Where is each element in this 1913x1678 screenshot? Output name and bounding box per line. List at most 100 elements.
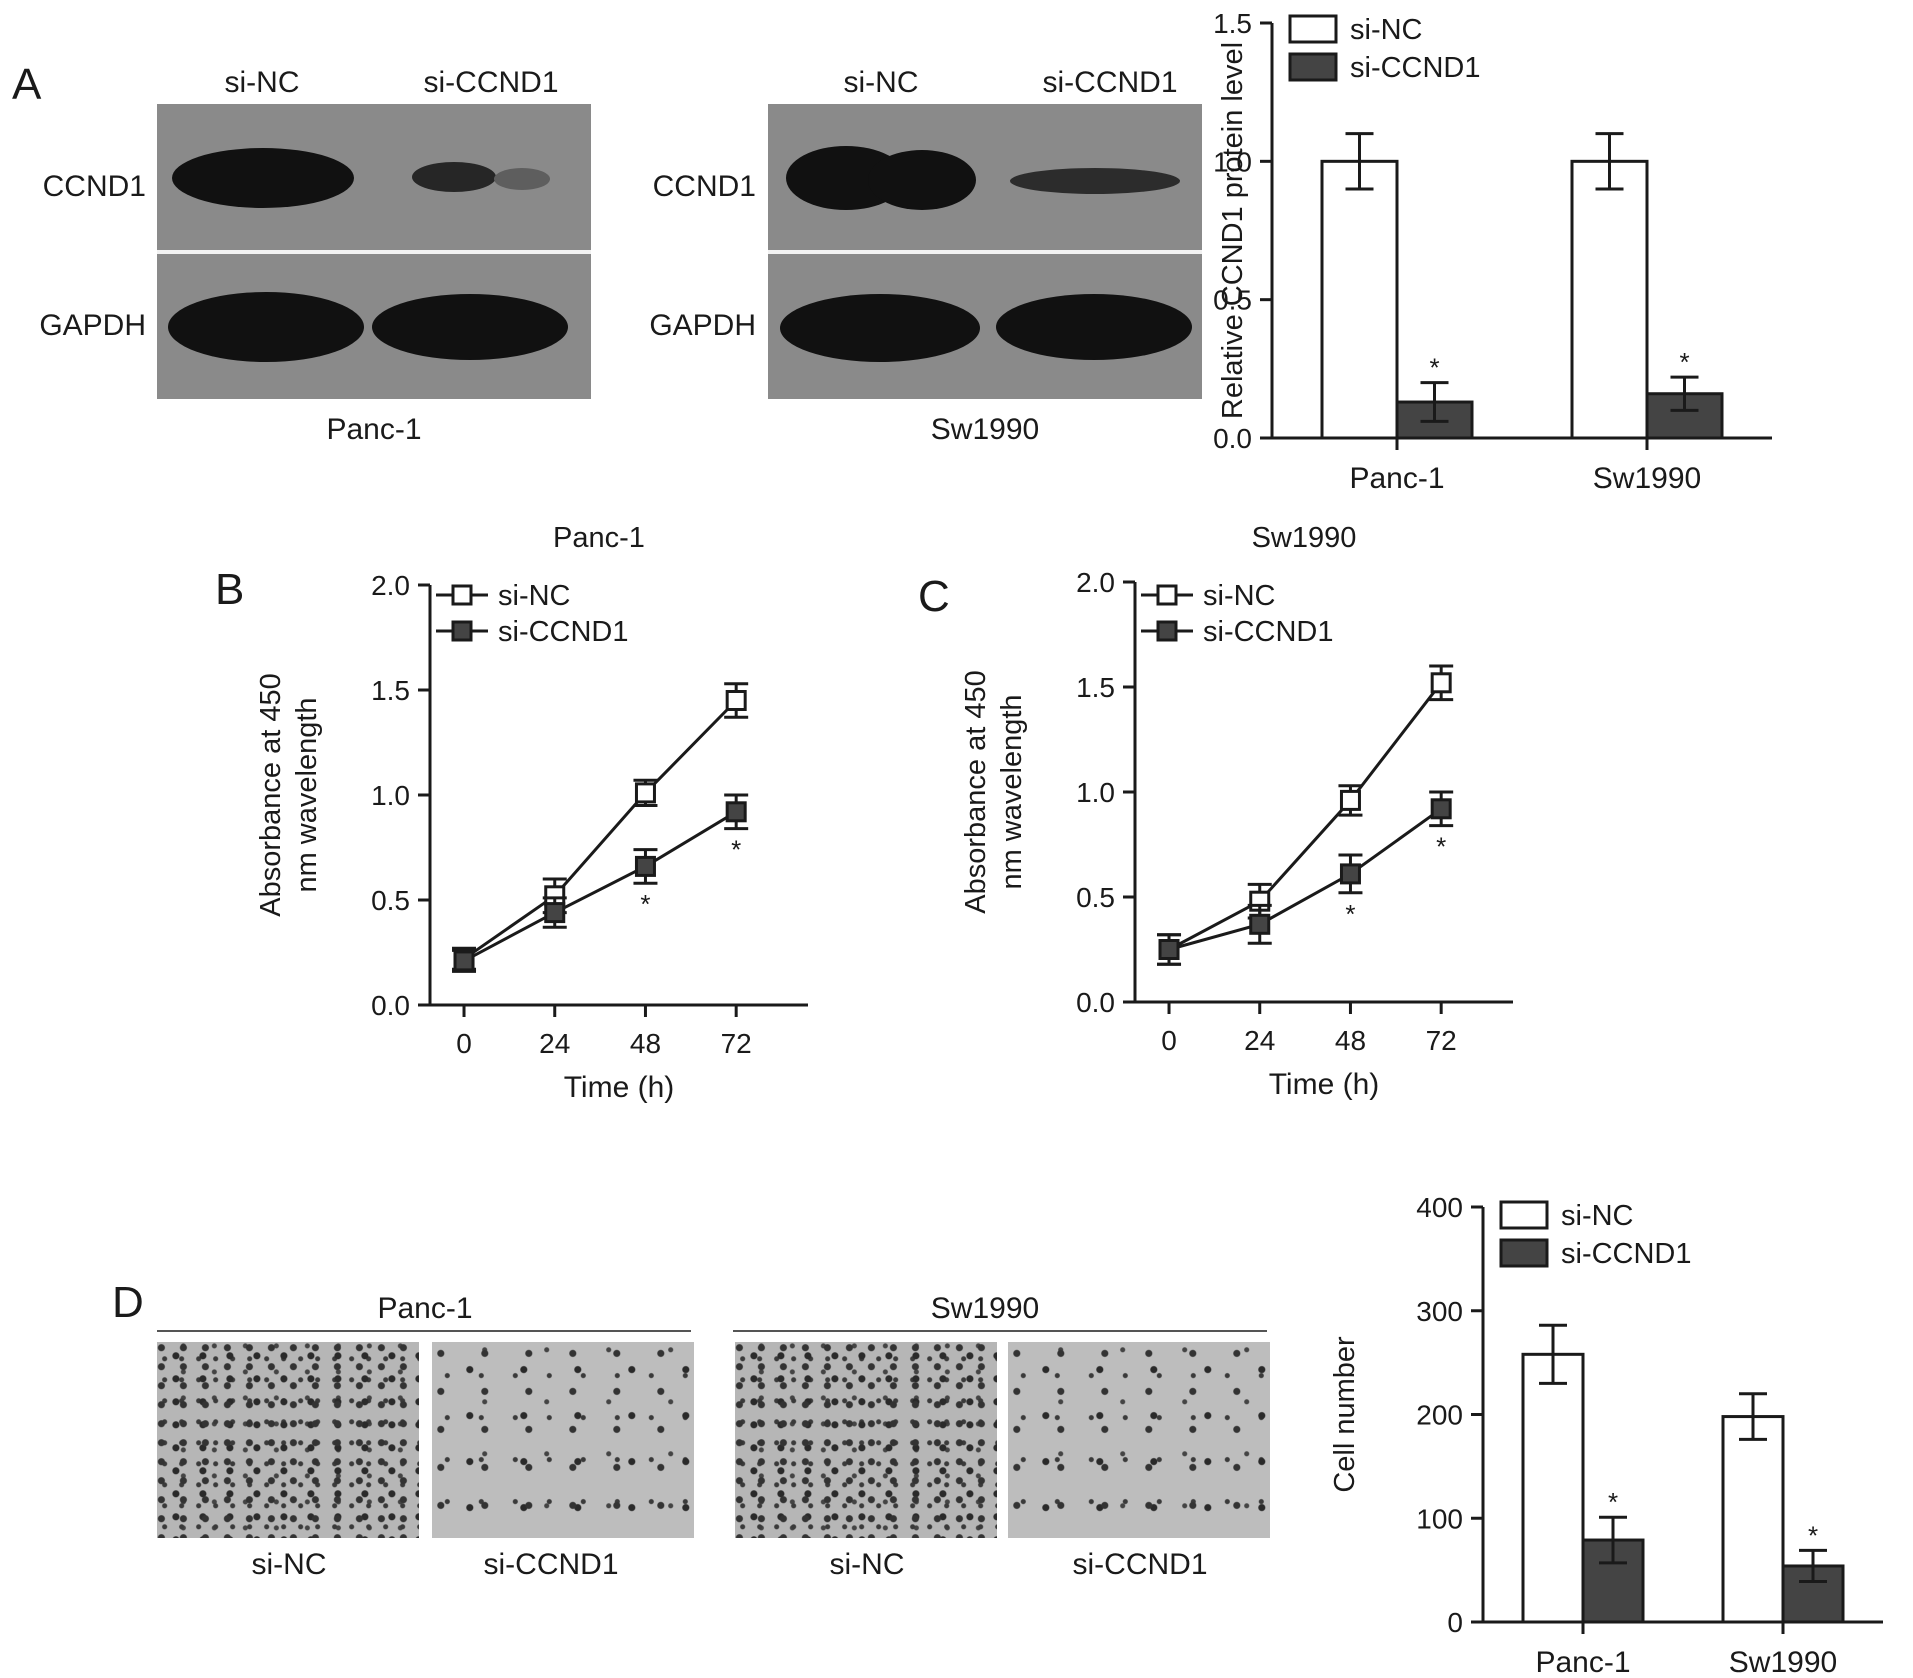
protein-significance-mark: * — [1429, 353, 1439, 383]
protein-legend-label-si-ccnd1: si-CCND1 — [1350, 52, 1481, 84]
absorbance-panc-y-tick-label: 0.5 — [371, 885, 410, 916]
protein-x-tick-label: Sw1990 — [1593, 462, 1701, 495]
transwell-title-panc: Panc-1 — [377, 1292, 473, 1325]
micrograph-label-sw-si-ccnd1: si-CCND1 — [1072, 1548, 1208, 1581]
absorbance-sw-point-si-ccnd1 — [1430, 798, 1452, 820]
protein-legend-label-si-nc: si-NC — [1350, 14, 1423, 46]
row-label-panc-gapdh: GAPDH — [39, 309, 146, 342]
band-sw-ccnd1-si-ccnd1 — [1010, 168, 1180, 194]
cells-legend-swatch-si-nc — [1499, 1200, 1549, 1230]
cells-x-tick-label: Panc-1 — [1535, 1646, 1630, 1678]
protein-significance-mark: * — [1679, 347, 1689, 377]
absorbance-sw-x-tick-label: 72 — [1426, 1025, 1457, 1056]
absorbance-panc-y-tick-label: 0.0 — [371, 990, 410, 1021]
chart-absorbance-sw: 0.0 0.5 1.0 1.5 2.0 0 24 48 72 Time (h) Absorbance… — [960, 522, 1513, 1101]
protein-bar-si-ccnd1 — [1645, 392, 1724, 440]
cells-y-tick-label: 100 — [1416, 1503, 1463, 1534]
absorbance-sw-x-axis-label: Time (h) — [1269, 1068, 1380, 1101]
absorbance-panc-title: Panc-1 — [553, 522, 645, 554]
blot-divider-sw — [768, 250, 1202, 254]
absorbance-panc-point-si-ccnd1 — [725, 801, 747, 823]
absorbance-sw-y-tick-label: 2.0 — [1076, 567, 1115, 598]
lane-label-sw-si-nc: si-NC — [843, 66, 919, 99]
panel-letter-a: A — [12, 60, 42, 109]
absorbance-sw-x-tick-label: 48 — [1335, 1025, 1366, 1056]
protein-y-axis-label: Relative CCND1 protein level — [1217, 42, 1249, 419]
row-label-sw-ccnd1: CCND1 — [652, 170, 756, 203]
panel-letter-c: C — [918, 572, 950, 621]
absorbance-sw-point-si-ccnd1 — [1249, 913, 1271, 935]
cells-bar-si-nc — [1721, 1415, 1785, 1624]
transwell-underline-panc — [157, 1330, 691, 1332]
micrograph-label-panc-si-ccnd1: si-CCND1 — [483, 1548, 619, 1581]
protein-bar-si-nc — [1320, 159, 1399, 440]
absorbance-panc-y-axis-label-line-2: nm wavelength — [291, 697, 323, 892]
cells-significance-mark: * — [1808, 1520, 1818, 1550]
cells-legend-swatch-si-ccnd1 — [1499, 1238, 1549, 1268]
cells-legend-label-si-nc: si-NC — [1561, 1200, 1634, 1232]
cells-y-tick-label: 200 — [1416, 1400, 1463, 1431]
band-sw-ccnd1-si-nc-b — [868, 150, 976, 210]
panel-letter-b: B — [215, 565, 245, 614]
absorbance-panc-x-tick-label: 48 — [630, 1028, 661, 1059]
absorbance-panc-point-si-ccnd1 — [453, 950, 475, 972]
absorbance-panc-point-si-nc — [725, 690, 747, 711]
cells-y-tick-label: 400 — [1416, 1192, 1463, 1223]
absorbance-sw-point-si-nc — [1430, 672, 1452, 694]
absorbance-sw-legend-label-si-nc: si-NC — [1203, 580, 1276, 612]
absorbance-panc-x-axis-label: Time (h) — [564, 1071, 675, 1104]
protein-legend-swatch-si-nc — [1288, 14, 1338, 44]
absorbance-panc-x-tick-label: 0 — [456, 1028, 472, 1059]
absorbance-panc-x-tick-label: 24 — [539, 1028, 570, 1059]
absorbance-panc-point-si-nc — [634, 782, 656, 804]
micrograph-sw-si-nc — [735, 1342, 997, 1538]
absorbance-panc-significance-mark: * — [640, 889, 650, 919]
absorbance-sw-legend-label-si-ccnd1: si-CCND1 — [1203, 616, 1334, 648]
transwell-underline-sw — [733, 1330, 1267, 1332]
absorbance-sw-point-si-nc — [1339, 789, 1361, 811]
absorbance-panc-series-line-si-ccnd1 — [463, 810, 737, 963]
micrograph-label-panc-si-nc: si-NC — [251, 1548, 327, 1581]
absorbance-panc-legend-marker-si-nc — [451, 584, 473, 606]
chart-absorbance-panc: 0.0 0.5 1.0 1.5 2.0 0 24 48 72 Time (h) Absorbance… — [255, 522, 808, 1104]
band-panc-gapdh-si-nc — [168, 292, 364, 362]
absorbance-sw-legend-marker-si-ccnd1 — [1156, 620, 1178, 642]
cells-legend-label-si-ccnd1: si-CCND1 — [1561, 1238, 1692, 1270]
micrograph-panc-si-ccnd1 — [432, 1342, 694, 1538]
absorbance-panc-y-axis-label-line-1: Absorbance at 450 — [255, 673, 287, 916]
lane-label-sw-si-ccnd1: si-CCND1 — [1042, 66, 1178, 99]
cells-significance-mark: * — [1608, 1487, 1618, 1517]
absorbance-sw-series-line-si-ccnd1 — [1168, 807, 1443, 951]
absorbance-panc-point-si-ccnd1 — [634, 855, 656, 877]
absorbance-sw-series-line-si-nc — [1168, 681, 1443, 951]
absorbance-sw-x-tick-label: 24 — [1244, 1025, 1275, 1056]
absorbance-panc-point-si-ccnd1 — [544, 902, 566, 924]
absorbance-panc-series-line-si-nc — [463, 699, 738, 961]
blot-divider-panc — [157, 250, 591, 254]
micrograph-label-sw-si-nc: si-NC — [829, 1548, 905, 1581]
absorbance-sw-point-si-ccnd1 — [1158, 939, 1180, 960]
absorbance-sw-legend-marker-si-nc — [1156, 584, 1178, 606]
absorbance-panc-significance-mark: * — [731, 835, 741, 865]
absorbance-panc-legend-label-si-ccnd1: si-CCND1 — [498, 616, 629, 648]
band-panc-ccnd1-faint — [494, 168, 550, 190]
band-sw-gapdh-si-nc — [780, 294, 980, 362]
band-sw-gapdh-si-ccnd1 — [996, 294, 1192, 360]
protein-x-tick-label: Panc-1 — [1349, 462, 1444, 495]
row-label-panc-ccnd1: CCND1 — [42, 170, 146, 203]
absorbance-panc-y-tick-label: 1.0 — [371, 780, 410, 811]
absorbance-sw-y-axis-label-line-2: nm wavelength — [996, 694, 1028, 889]
absorbance-sw-significance-mark: * — [1345, 899, 1355, 929]
panel-letter-d: D — [112, 1278, 144, 1327]
protein-bar-si-nc — [1570, 159, 1649, 440]
protein-y-tick-label: 1.0 — [1213, 146, 1252, 177]
absorbance-panc-y-tick-label: 2.0 — [371, 570, 410, 601]
cell-line-label-panc: Panc-1 — [326, 413, 422, 446]
micrograph-sw-si-ccnd1 — [1008, 1342, 1270, 1538]
cells-x-tick-label: Sw1990 — [1729, 1646, 1837, 1678]
micrograph-panc-si-nc — [157, 1342, 419, 1538]
band-panc-ccnd1-si-nc — [172, 148, 354, 208]
absorbance-panc-legend-marker-si-ccnd1 — [451, 620, 473, 642]
absorbance-sw-x-tick-label: 0 — [1161, 1025, 1177, 1056]
absorbance-sw-title: Sw1990 — [1252, 522, 1357, 554]
